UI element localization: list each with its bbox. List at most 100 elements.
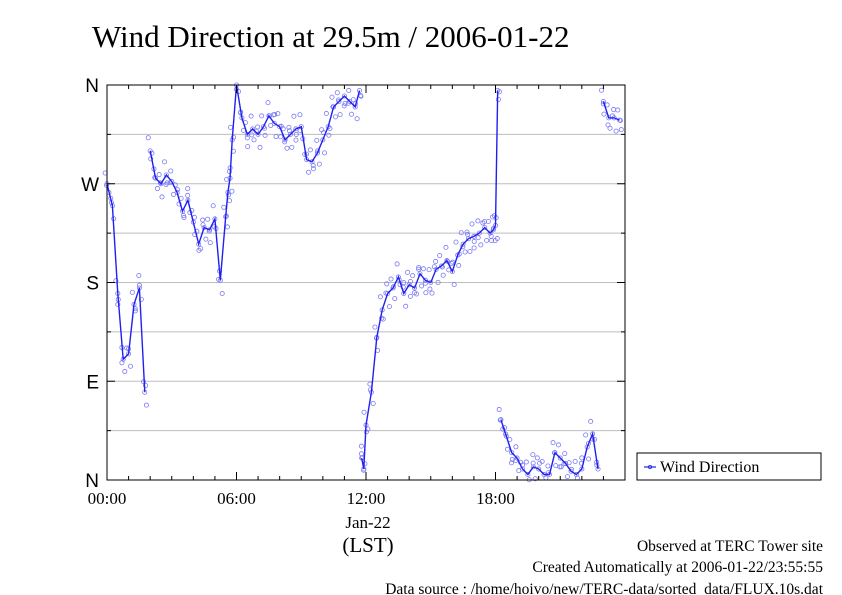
- data-point: [350, 97, 356, 103]
- data-point: [407, 279, 413, 285]
- y-tick-label: S: [86, 274, 99, 295]
- legend-box: [636, 452, 822, 481]
- data-point: [539, 458, 545, 464]
- data-point: [469, 221, 475, 227]
- data-point: [219, 290, 225, 296]
- data-point: [287, 128, 293, 134]
- data-point: [478, 242, 484, 248]
- data-point: [227, 198, 233, 204]
- data-point: [417, 271, 423, 277]
- x-date-label: Jan-22: [345, 513, 390, 532]
- data-point: [464, 229, 470, 235]
- data-point: [138, 296, 144, 302]
- data-point: [248, 113, 254, 119]
- data-point: [229, 188, 235, 194]
- data-point: [316, 161, 322, 167]
- data-point: [231, 134, 237, 140]
- data-point: [443, 244, 449, 250]
- data-point: [482, 225, 488, 231]
- data-point: [496, 407, 502, 413]
- data-point: [573, 472, 579, 478]
- y-tick-label: N: [85, 76, 99, 97]
- data-point: [456, 263, 462, 269]
- data-point: [251, 137, 257, 143]
- x-tick-label: 12:00: [347, 489, 386, 508]
- y-tick-label: W: [81, 175, 99, 196]
- data-point: [410, 273, 416, 279]
- data-point: [509, 460, 515, 466]
- data-point: [530, 460, 536, 466]
- data-point: [562, 451, 568, 457]
- data-point: [412, 290, 418, 296]
- data-point: [361, 409, 367, 415]
- data-point: [458, 230, 464, 236]
- data-point: [250, 126, 256, 132]
- footer-created: Created Automatically at 2006-01-22/23:5…: [532, 559, 823, 576]
- data-point: [205, 216, 211, 222]
- data-point: [341, 93, 347, 99]
- data-point: [307, 147, 313, 153]
- data-point: [293, 126, 299, 132]
- data-point: [297, 112, 303, 118]
- footer-observed: Observed at TERC Tower site: [637, 538, 823, 555]
- data-point: [370, 400, 376, 406]
- legend-point-swatch: [648, 464, 653, 469]
- data-point: [282, 137, 288, 143]
- x-axis: 00:00 06:00 12:00 18:00: [88, 85, 626, 508]
- data-point: [203, 236, 209, 242]
- data-point: [407, 293, 413, 299]
- data-point: [444, 258, 450, 264]
- data-point: [221, 204, 227, 210]
- data-point: [293, 137, 299, 143]
- data-point: [495, 96, 501, 102]
- data-point: [323, 111, 329, 117]
- data-point: [530, 464, 536, 470]
- data-point: [403, 303, 409, 309]
- data-point: [257, 144, 263, 150]
- data-point: [416, 266, 422, 272]
- data-point: [143, 382, 149, 388]
- chart-title: Wind Direction at 29.5m / 2006-01-22: [92, 19, 569, 54]
- data-point: [200, 217, 206, 223]
- data-point: [319, 127, 325, 133]
- data-point: [471, 245, 477, 251]
- data-point: [440, 272, 446, 278]
- data-point: [333, 114, 339, 120]
- data-point: [367, 387, 373, 393]
- data-point: [354, 116, 360, 122]
- data-point: [572, 458, 578, 464]
- data-point: [453, 239, 459, 245]
- data-point: [249, 132, 255, 138]
- data-point: [207, 240, 213, 246]
- data-point: [536, 466, 542, 472]
- data-point: [588, 418, 594, 424]
- y-tick-label: E: [86, 372, 99, 393]
- data-point: [358, 443, 364, 449]
- data-point: [273, 134, 279, 140]
- data-point: [271, 120, 277, 126]
- data-point: [320, 137, 326, 143]
- data-point: [128, 363, 134, 369]
- data-point: [169, 179, 175, 185]
- legend: Wind Direction: [636, 452, 822, 481]
- data-point: [427, 286, 433, 292]
- data-point: [416, 264, 422, 270]
- data-point: [143, 402, 149, 408]
- data-point: [566, 460, 572, 466]
- data-point: [422, 280, 428, 286]
- data-point: [487, 230, 493, 236]
- data-point: [422, 277, 428, 283]
- footer-source: Data source : /home/hoivo/new/TERC-data/…: [385, 581, 823, 595]
- data-point: [513, 444, 519, 450]
- y-axis: N E S W N: [81, 76, 625, 492]
- series-line: [602, 101, 620, 121]
- data-point: [372, 324, 378, 330]
- data-point: [314, 137, 320, 143]
- legend-label: Wind Direction: [660, 459, 759, 476]
- data-point: [145, 135, 151, 141]
- data-point: [334, 90, 340, 96]
- y-tick-label: N: [85, 471, 99, 492]
- data-point: [228, 124, 234, 130]
- data-point: [429, 290, 435, 296]
